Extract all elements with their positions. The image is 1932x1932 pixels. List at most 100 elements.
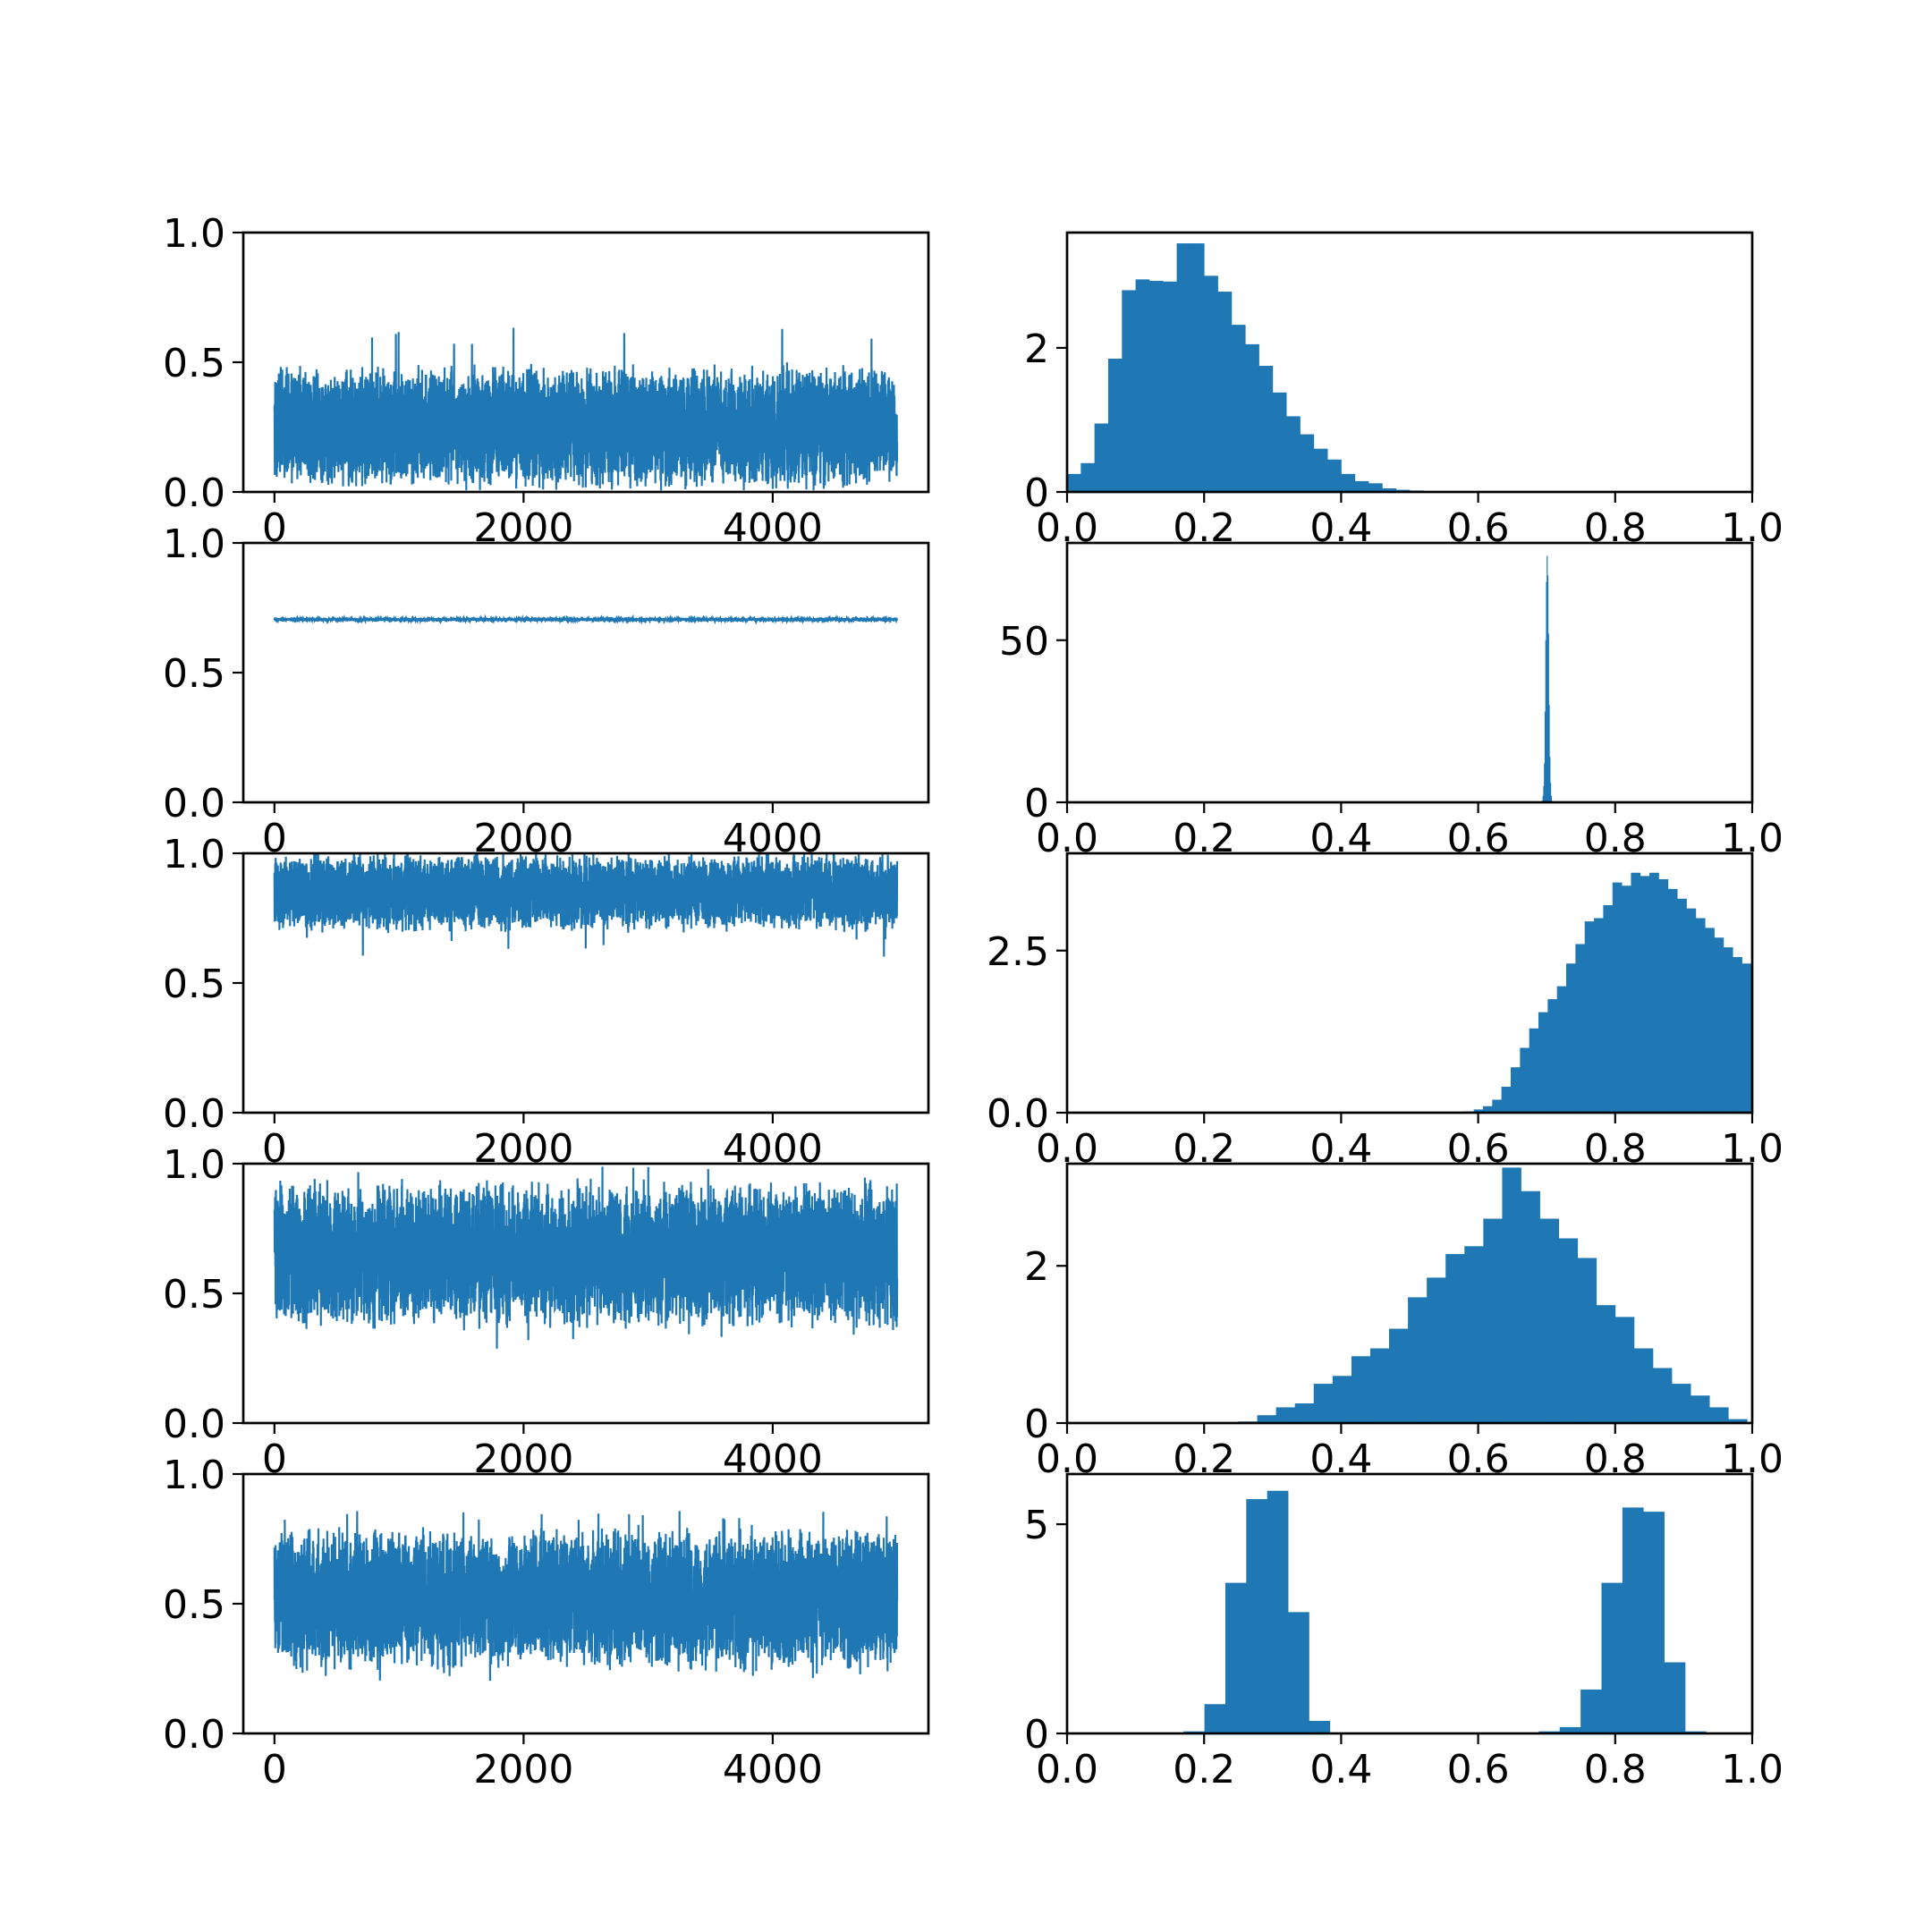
x-tick-label: 2000 bbox=[473, 1747, 573, 1792]
histogram-bar-7-15 bbox=[1521, 1191, 1540, 1423]
trace-plot-4: 0 2000 4000 0.0 0.5 1.0 bbox=[163, 1453, 930, 1792]
histogram-bar-7-10 bbox=[1427, 1277, 1446, 1423]
x-tick-label: 0 bbox=[262, 1747, 287, 1792]
y-tick-label: 0.5 bbox=[163, 962, 225, 1007]
x-tick-label: 0.2 bbox=[1173, 1747, 1235, 1792]
histogram-bar-1-2 bbox=[1094, 423, 1109, 492]
plot-area-0 bbox=[273, 327, 899, 491]
plot-area-6 bbox=[273, 1166, 899, 1349]
histogram-bar-1-7 bbox=[1163, 281, 1177, 492]
histogram-bar-3-13 bbox=[1550, 795, 1552, 802]
plot-area-9 bbox=[1183, 1490, 1707, 1733]
histogram-bar-5-10 bbox=[1556, 986, 1567, 1113]
histogram-bar-1-15 bbox=[1272, 392, 1287, 492]
trace-line-4 bbox=[273, 853, 899, 957]
histogram-bar-7-23 bbox=[1671, 1384, 1691, 1423]
histogram-bar-1-9 bbox=[1190, 243, 1205, 492]
plot-area-2 bbox=[273, 614, 899, 625]
histogram-bar-7-8 bbox=[1389, 1328, 1409, 1423]
histogram-bar-7-12 bbox=[1464, 1246, 1484, 1423]
axes-frame-9 bbox=[1065, 1472, 1754, 1735]
histogram-bar-1-19 bbox=[1327, 459, 1342, 492]
histogram-bar-9-5 bbox=[1288, 1612, 1309, 1733]
histogram-bar-1-5 bbox=[1135, 279, 1150, 492]
histogram-plot-4: 0.0 0.2 0.4 0.6 0.8 1.0 0 5 bbox=[1024, 1472, 1784, 1792]
y-tick-label: 2.5 bbox=[987, 929, 1049, 975]
x-tick-label: 0.4 bbox=[1309, 1747, 1372, 1792]
histogram-bar-7-21 bbox=[1633, 1348, 1654, 1423]
axes-frame-3 bbox=[1065, 541, 1754, 804]
x-tick-label: 0.0 bbox=[1036, 1747, 1098, 1792]
histogram-bar-3-2 bbox=[1543, 785, 1545, 802]
histogram-bar-7-6 bbox=[1351, 1356, 1371, 1423]
y-tick-label: 0.5 bbox=[163, 651, 225, 697]
histogram-bar-5-23 bbox=[1677, 898, 1687, 1113]
y-tick-label: 0 bbox=[1024, 1402, 1049, 1447]
histogram-bar-7-17 bbox=[1558, 1238, 1579, 1423]
histogram-bar-1-22 bbox=[1368, 483, 1383, 492]
histogram-bar-7-2 bbox=[1275, 1407, 1296, 1423]
histogram-bar-7-7 bbox=[1369, 1348, 1390, 1423]
histogram-bar-1-21 bbox=[1354, 480, 1369, 492]
y-tick-label: 5 bbox=[1024, 1503, 1049, 1548]
axes-frame-2 bbox=[242, 541, 930, 804]
histogram-bar-5-11 bbox=[1566, 963, 1576, 1113]
histogram-bar-9-23 bbox=[1664, 1662, 1686, 1733]
x-tick-label: 0.6 bbox=[1447, 1747, 1510, 1792]
y-tick-label: 0.5 bbox=[163, 341, 225, 386]
histogram-bar-3-8 bbox=[1546, 575, 1549, 802]
histogram-bar-7-22 bbox=[1652, 1368, 1673, 1423]
plot-area-7 bbox=[1238, 1167, 1748, 1423]
histogram-bar-3-7 bbox=[1546, 555, 1548, 802]
histogram-bar-9-21 bbox=[1622, 1507, 1644, 1733]
y-tick-label: 0.0 bbox=[163, 781, 225, 826]
histogram-bar-9-2 bbox=[1224, 1582, 1247, 1733]
histogram-bar-3-12 bbox=[1550, 783, 1552, 802]
histogram-bar-5-28 bbox=[1723, 947, 1733, 1113]
histogram-bar-1-13 bbox=[1245, 343, 1259, 492]
histogram-bar-5-24 bbox=[1686, 908, 1697, 1113]
histogram-bar-3-9 bbox=[1547, 633, 1549, 802]
histogram-bar-9-18 bbox=[1559, 1726, 1581, 1733]
histogram-bar-1-8 bbox=[1176, 243, 1191, 492]
histogram-bar-5-20 bbox=[1649, 872, 1659, 1113]
plot-area-8 bbox=[273, 1511, 899, 1681]
histogram-bar-9-19 bbox=[1580, 1689, 1602, 1733]
histogram-bar-7-13 bbox=[1483, 1218, 1503, 1423]
histogram-bar-9-4 bbox=[1267, 1490, 1289, 1733]
histogram-bar-9-20 bbox=[1601, 1582, 1623, 1733]
y-tick-label: 0 bbox=[1024, 1712, 1049, 1758]
histogram-bar-5-6 bbox=[1520, 1047, 1530, 1113]
y-tick-label: 0.0 bbox=[987, 1091, 1049, 1137]
y-tick-label: 1.0 bbox=[163, 211, 225, 257]
histogram-bar-3-4 bbox=[1544, 711, 1546, 802]
trace-line-6 bbox=[273, 1166, 899, 1349]
histogram-bar-5-16 bbox=[1612, 882, 1623, 1113]
histogram-plot-0: 0.0 0.2 0.4 0.6 0.8 1.002 bbox=[1024, 231, 1784, 551]
histogram-bar-7-24 bbox=[1690, 1395, 1710, 1423]
histogram-bar-5-7 bbox=[1529, 1028, 1539, 1113]
y-tick-label: 0.5 bbox=[163, 1272, 225, 1318]
x-tick-label: 0.8 bbox=[1584, 1747, 1647, 1792]
histogram-bar-7-4 bbox=[1313, 1384, 1334, 1423]
histogram-bar-3-3 bbox=[1544, 763, 1546, 802]
histogram-bar-5-2 bbox=[1482, 1106, 1493, 1113]
histogram-bar-1-23 bbox=[1382, 487, 1397, 492]
y-tick-label: 0 bbox=[1024, 470, 1049, 516]
y-tick-label: 0 bbox=[1024, 781, 1049, 826]
y-tick-label: 1.0 bbox=[163, 521, 225, 567]
histogram-plot-2: 0.0 0.2 0.4 0.6 0.8 1.00.02.5 bbox=[987, 852, 1784, 1172]
histogram-bar-1-6 bbox=[1148, 280, 1164, 492]
histogram-bar-1-11 bbox=[1217, 292, 1233, 492]
y-tick-label: 0.0 bbox=[163, 1712, 225, 1758]
histogram-bar-9-6 bbox=[1309, 1720, 1331, 1733]
histogram-bar-1-4 bbox=[1122, 290, 1136, 492]
y-tick-label: 50 bbox=[999, 619, 1049, 665]
trace-line-0 bbox=[273, 327, 899, 491]
histogram-bar-7-20 bbox=[1614, 1317, 1635, 1423]
histogram-bar-7-3 bbox=[1294, 1403, 1315, 1423]
